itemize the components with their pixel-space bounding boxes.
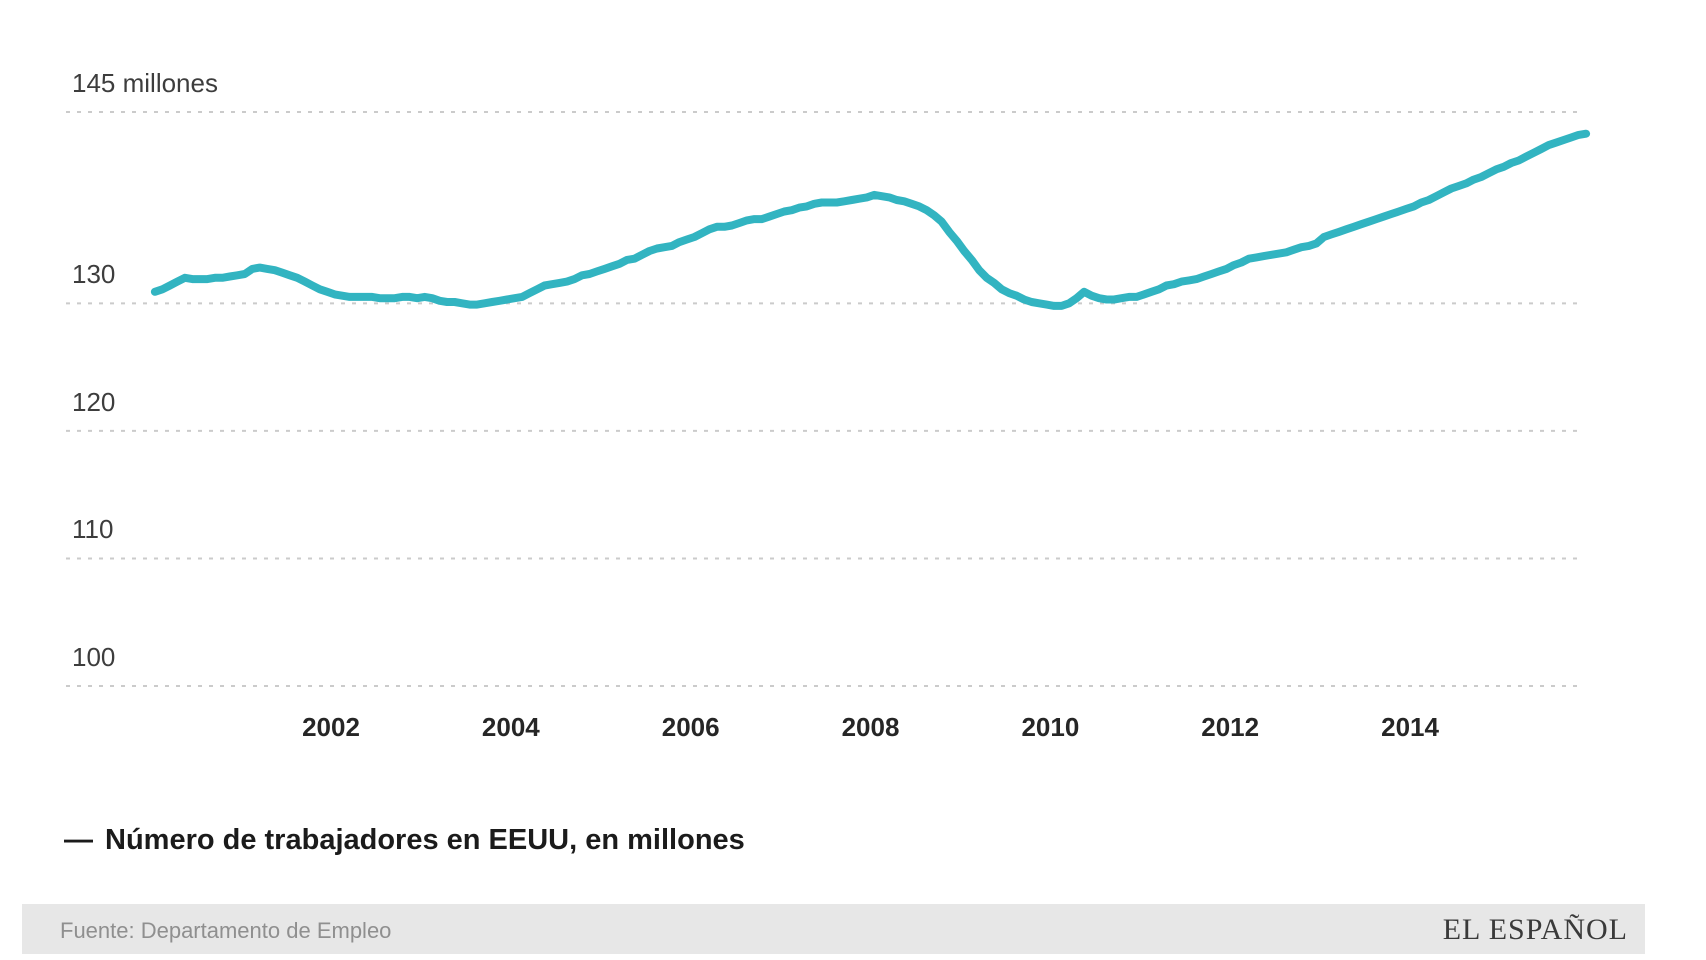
y-axis-tick-label-100: 100 — [72, 642, 116, 672]
legend-label: Número de trabajadores en EEUU, en millo… — [105, 824, 745, 856]
x-axis-tick-label-2008: 2008 — [841, 712, 900, 742]
brand-logo: EL ESPAÑOL — [1442, 913, 1628, 946]
x-axis-tick-label-2010: 2010 — [1021, 712, 1080, 742]
legend-line-marker: — — [64, 824, 93, 856]
y-axis-tick-label-120: 120 — [72, 386, 116, 417]
x-axis-tick-label-2002: 2002 — [302, 712, 360, 742]
y-axis-tick-label-110: 110 — [72, 514, 114, 545]
y-axis-tick-label-130: 130 — [72, 259, 116, 290]
legend: — Número de trabajadores en EEUU, en mil… — [64, 822, 745, 858]
y-axis-tick-label-145: 145 millones — [72, 67, 218, 98]
x-axis-tick-label-2004: 2004 — [481, 712, 540, 742]
source-text: Fuente: Departamento de Empleo — [60, 918, 392, 943]
x-axis-tick-label-2006: 2006 — [661, 712, 720, 742]
x-axis-tick-label-2012: 2012 — [1201, 712, 1260, 742]
x-axis-tick-label-2014: 2014 — [1381, 712, 1439, 742]
source-bar: Fuente: Departamento de Empleo EL ESPAÑO… — [22, 904, 1645, 954]
employment-line-series — [150, 129, 1591, 310]
